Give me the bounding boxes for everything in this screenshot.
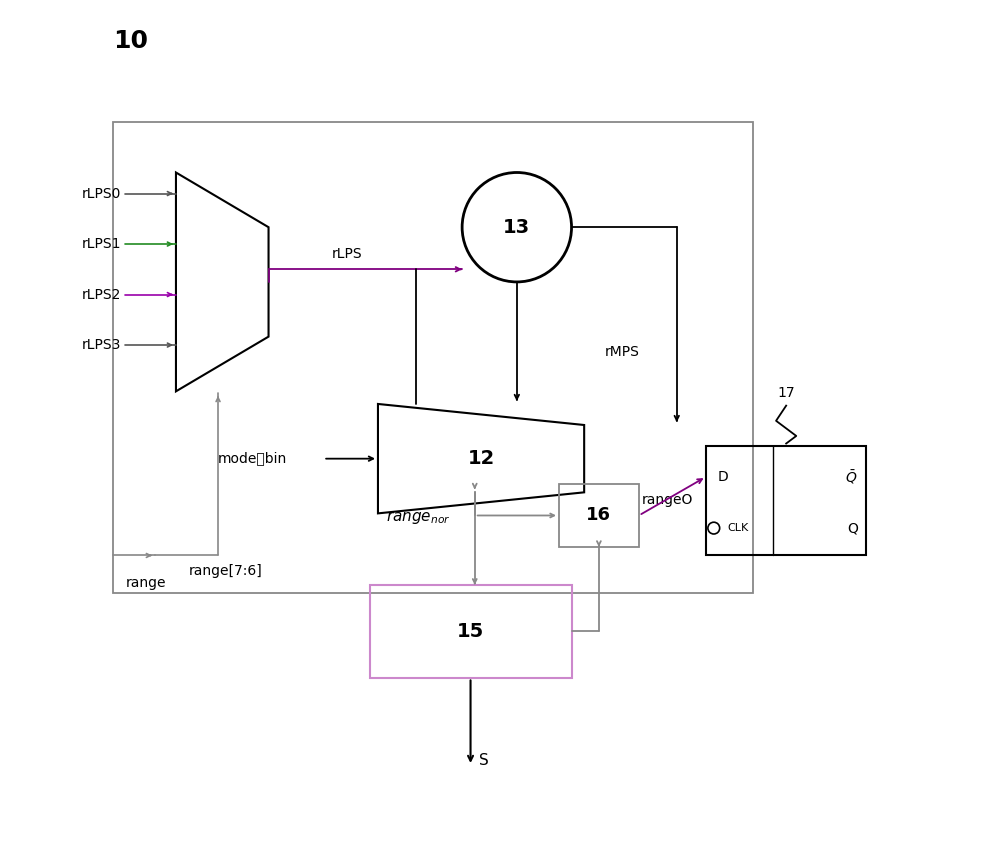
Bar — [559, 484, 639, 547]
Text: rLPS: rLPS — [332, 246, 362, 261]
Bar — [706, 446, 866, 555]
Text: rLPS0: rLPS0 — [82, 186, 121, 201]
Text: rangeO: rangeO — [641, 494, 693, 507]
Text: range: range — [125, 576, 166, 591]
Text: 17: 17 — [777, 386, 795, 400]
Text: rMPS: rMPS — [605, 345, 640, 359]
Bar — [113, 122, 753, 593]
Text: 15: 15 — [457, 621, 484, 641]
Text: $\bar{Q}$: $\bar{Q}$ — [845, 468, 858, 485]
Text: D: D — [717, 470, 728, 484]
Text: 16: 16 — [586, 507, 611, 524]
Text: 10: 10 — [113, 30, 148, 54]
Text: mode、bin: mode、bin — [218, 451, 287, 466]
Text: $range_{nor}$: $range_{nor}$ — [386, 509, 451, 526]
Text: range[7:6]: range[7:6] — [189, 564, 262, 578]
Text: rLPS3: rLPS3 — [82, 338, 121, 352]
Bar — [370, 585, 572, 677]
Text: rLPS2: rLPS2 — [82, 287, 121, 302]
Text: rLPS1: rLPS1 — [82, 237, 121, 251]
Text: 13: 13 — [503, 218, 530, 236]
Text: Q: Q — [847, 521, 858, 536]
Text: CLK: CLK — [727, 523, 748, 533]
Text: S: S — [479, 753, 489, 768]
Text: 12: 12 — [467, 449, 495, 468]
